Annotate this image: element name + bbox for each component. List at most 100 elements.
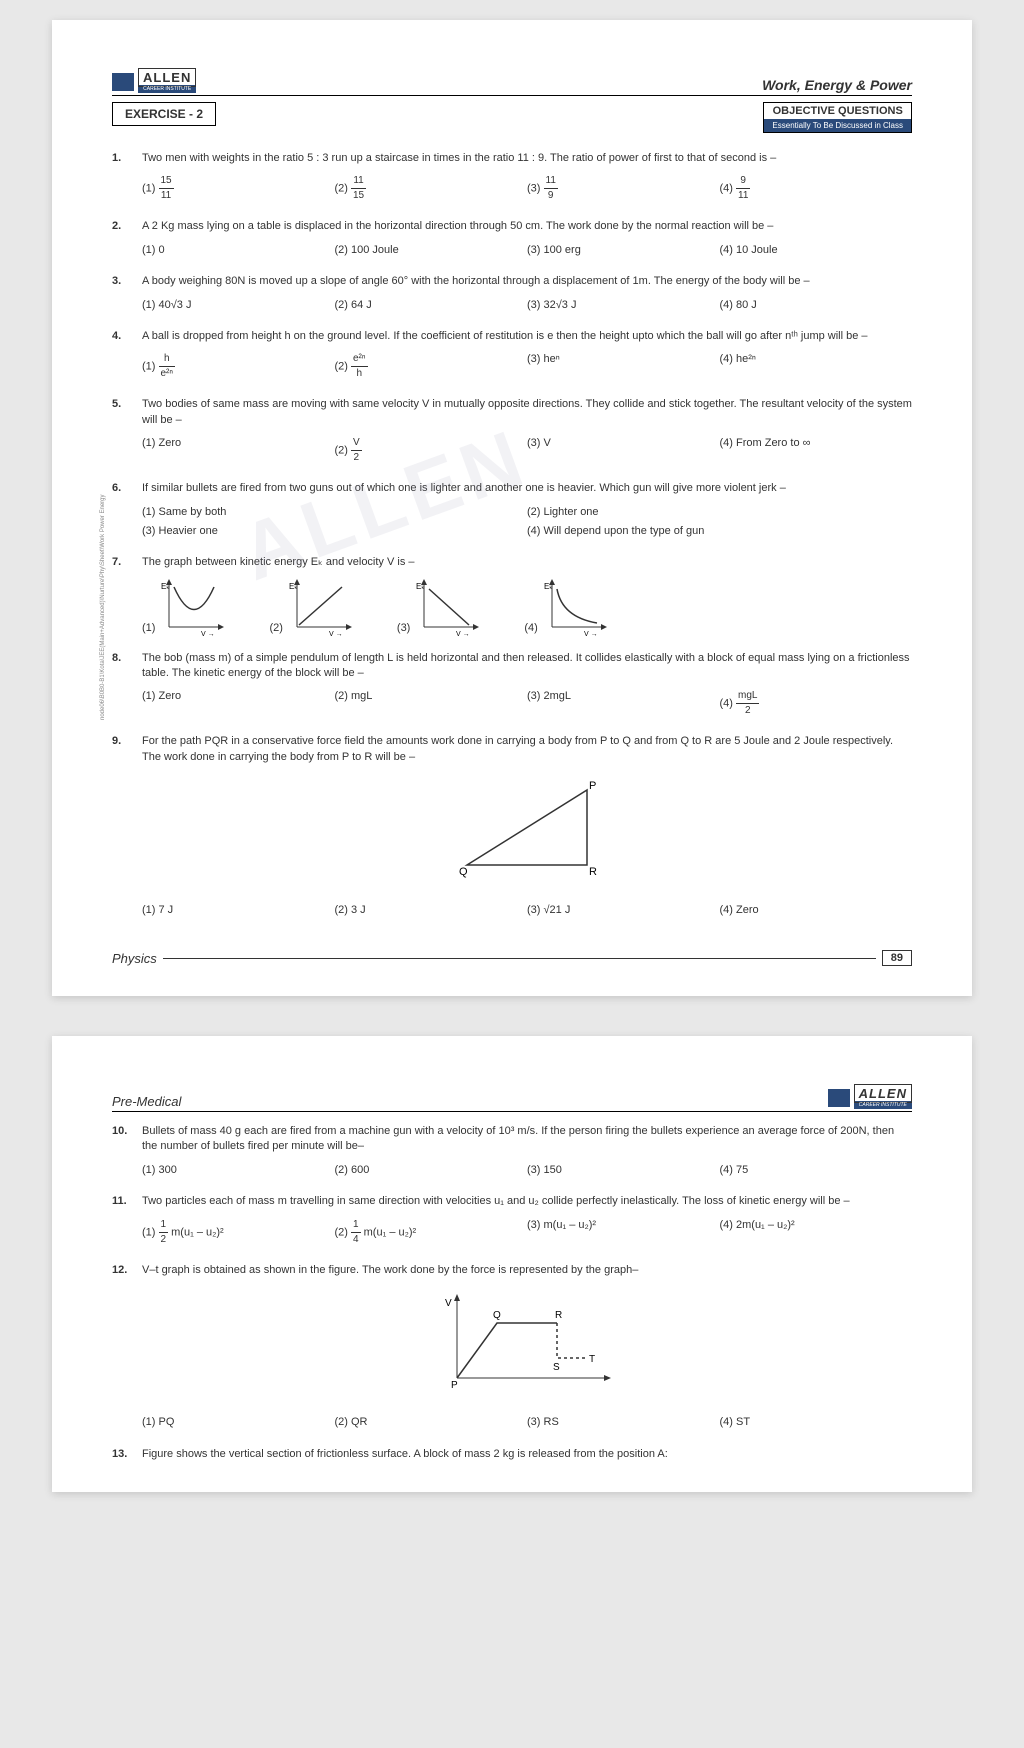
option: (4) 10 Joule <box>720 241 913 260</box>
option: (4) mgL2 <box>720 687 913 720</box>
svg-text:V →: V → <box>584 631 598 637</box>
question-number: 5. <box>112 397 142 467</box>
logo-icon <box>112 73 134 91</box>
option: (3) 32√3 J <box>527 296 720 315</box>
question-text: The graph between kinetic energy Eₖ and … <box>142 555 912 570</box>
brand-sub: CAREER INSTITUTE <box>854 1101 912 1109</box>
option: (4) 911 <box>720 172 913 205</box>
page-header: ALLEN CAREER INSTITUTE Work, Energy & Po… <box>112 70 912 96</box>
option: (2) 1115 <box>335 172 528 205</box>
question-number: 10. <box>112 1124 142 1180</box>
question-number: 2. <box>112 219 142 260</box>
option: (3) m(u₁ – u₂)² <box>527 1216 720 1249</box>
option: (4) Zero <box>720 901 913 920</box>
option: (1) 7 J <box>142 901 335 920</box>
question: 1.Two men with weights in the ratio 5 : … <box>112 151 912 205</box>
option: (2) 600 <box>335 1161 528 1180</box>
brand-logo: ALLEN CAREER INSTITUTE <box>112 70 196 93</box>
option: (1) Same by both <box>142 503 527 522</box>
question-number: 6. <box>112 481 142 541</box>
page-footer: Physics 89 <box>112 950 912 966</box>
svg-text:P: P <box>589 780 596 792</box>
question-text: If similar bullets are fired from two gu… <box>142 481 912 496</box>
svg-text:V →: V → <box>329 631 343 637</box>
svg-text:T: T <box>589 1354 595 1365</box>
question-number: 8. <box>112 651 142 721</box>
option: (1) 12 m(u₁ – u₂)² <box>142 1216 335 1249</box>
question: 10.Bullets of mass 40 g each are fired f… <box>112 1124 912 1180</box>
option: (3) 100 erg <box>527 241 720 260</box>
question: 9.For the path PQR in a conservative for… <box>112 734 912 920</box>
option: (2) e²ⁿh <box>335 350 528 383</box>
question-text: For the path PQR in a conservative force… <box>142 734 912 765</box>
svg-text:V: V <box>445 1298 452 1309</box>
page-1: ALLEN node06\B0B0-B1\Kota\JEE(Main+Advan… <box>52 20 972 996</box>
svg-text:S: S <box>553 1362 560 1373</box>
question: 5.Two bodies of same mass are moving wit… <box>112 397 912 467</box>
objective-box: OBJECTIVE QUESTIONS Essentially To Be Di… <box>763 102 912 133</box>
svg-text:P: P <box>451 1380 458 1391</box>
option: (2) 64 J <box>335 296 528 315</box>
svg-text:Q: Q <box>459 866 468 878</box>
brand-logo-2: ALLEN CAREER INSTITUTE <box>828 1086 912 1109</box>
question: 3.A body weighing 80N is moved up a slop… <box>112 274 912 315</box>
exercise-label: EXERCISE - 2 <box>112 102 216 126</box>
question-number: 13. <box>112 1447 142 1468</box>
option: (3) 2mgL <box>527 687 720 720</box>
graph-option: (4)EₖV → <box>524 577 611 637</box>
svg-text:V →: V → <box>201 631 215 637</box>
objective-title: OBJECTIVE QUESTIONS <box>764 103 911 119</box>
question-number: 7. <box>112 555 142 636</box>
option: (2) V2 <box>335 434 528 467</box>
graph-option: (1)EₖV → <box>142 577 229 637</box>
question-text: Two bodies of same mass are moving with … <box>142 397 912 428</box>
svg-text:Eₖ: Eₖ <box>289 582 298 591</box>
option: (4) 2m(u₁ – u₂)² <box>720 1216 913 1249</box>
question-text: V–t graph is obtained as shown in the fi… <box>142 1263 912 1278</box>
option: (4) he²ⁿ <box>720 350 913 383</box>
svg-text:R: R <box>589 866 597 878</box>
graph-option: (2)EₖV → <box>269 577 356 637</box>
option: (3) 119 <box>527 172 720 205</box>
objective-sub: Essentially To Be Discussed in Class <box>764 119 911 132</box>
svg-text:Eₖ: Eₖ <box>161 582 170 591</box>
question: 4.A ball is dropped from height h on the… <box>112 329 912 383</box>
footer-rule <box>163 958 876 959</box>
question: 13.Figure shows the vertical section of … <box>112 1447 912 1468</box>
footer-subject: Physics <box>112 951 157 966</box>
option: (2) mgL <box>335 687 528 720</box>
option: (3) √21 J <box>527 901 720 920</box>
brand-name: ALLEN <box>138 68 196 87</box>
option: (4) 80 J <box>720 296 913 315</box>
svg-text:V →: V → <box>456 631 470 637</box>
question-number: 11. <box>112 1194 142 1248</box>
page-2: Pre-Medical ALLEN CAREER INSTITUTE 10.Bu… <box>52 1036 972 1492</box>
logo-icon <box>828 1089 850 1107</box>
question-text: Bullets of mass 40 g each are fired from… <box>142 1124 912 1155</box>
vt-figure: VPQRST <box>142 1288 912 1403</box>
section-header: EXERCISE - 2 OBJECTIVE QUESTIONS Essenti… <box>112 102 912 133</box>
question-text: Figure shows the vertical section of fri… <box>142 1447 912 1462</box>
svg-text:Eₖ: Eₖ <box>416 582 425 591</box>
option: (1) 0 <box>142 241 335 260</box>
option: (1) 1511 <box>142 172 335 205</box>
option: (3) RS <box>527 1413 720 1432</box>
option: (2) 14 m(u₁ – u₂)² <box>335 1216 528 1249</box>
question: 8.The bob (mass m) of a simple pendulum … <box>112 651 912 721</box>
option: (3) 150 <box>527 1161 720 1180</box>
question-text: The bob (mass m) of a simple pendulum of… <box>142 651 912 682</box>
page2-header: Pre-Medical ALLEN CAREER INSTITUTE <box>112 1086 912 1112</box>
option: (4) Will depend upon the type of gun <box>527 522 912 541</box>
question: 7.The graph between kinetic energy Eₖ an… <box>112 555 912 636</box>
question-text: Two men with weights in the ratio 5 : 3 … <box>142 151 912 166</box>
question-text: A 2 Kg mass lying on a table is displace… <box>142 219 912 234</box>
option: (4) ST <box>720 1413 913 1432</box>
option: (4) From Zero to ∞ <box>720 434 913 467</box>
question-number: 4. <box>112 329 142 383</box>
brand-sub: CAREER INSTITUTE <box>138 85 196 93</box>
option: (1) 300 <box>142 1161 335 1180</box>
option: (1) PQ <box>142 1413 335 1432</box>
question-number: 1. <box>112 151 142 205</box>
option: (3) Heavier one <box>142 522 527 541</box>
option: (2) 100 Joule <box>335 241 528 260</box>
